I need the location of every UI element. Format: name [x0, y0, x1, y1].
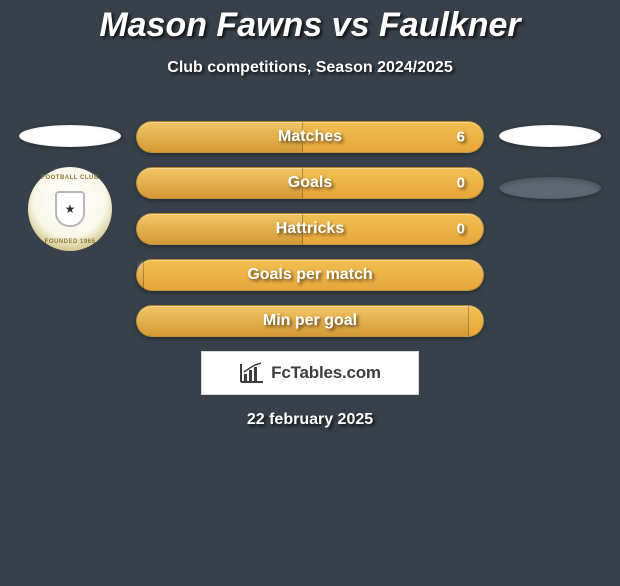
- page-subtitle: Club competitions, Season 2024/2025: [0, 59, 620, 77]
- stat-label: Hattricks: [276, 220, 344, 238]
- brand-name: FcTables.com: [271, 363, 381, 383]
- club-badge: FOOTBALL CLUB ★ FOUNDED 1965: [28, 167, 112, 251]
- right-player-ellipse: [499, 125, 601, 147]
- stat-bar-hattricks: Hattricks 0: [136, 213, 484, 245]
- left-player-column: FOOTBALL CLUB ★ FOUNDED 1965: [10, 121, 130, 251]
- stat-label: Goals: [288, 174, 332, 192]
- stat-value: 0: [457, 175, 465, 192]
- badge-shield: ★: [55, 191, 85, 227]
- stat-label: Goals per match: [247, 266, 372, 284]
- date-label: 22 february 2025: [136, 411, 484, 429]
- stat-label: Min per goal: [263, 312, 357, 330]
- left-player-ellipse: [19, 125, 121, 147]
- stat-bar-matches: Matches 6: [136, 121, 484, 153]
- star-icon: ★: [65, 202, 76, 216]
- stat-overlay: [137, 260, 144, 290]
- comparison-row: FOOTBALL CLUB ★ FOUNDED 1965 Matches 6 G…: [0, 121, 620, 429]
- stat-bar-goals-per-match: Goals per match: [136, 259, 484, 291]
- page-title: Mason Fawns vs Faulkner: [0, 6, 620, 45]
- brand-box[interactable]: FcTables.com: [201, 351, 419, 395]
- stat-overlay: [137, 168, 303, 198]
- stat-value: 6: [457, 129, 465, 146]
- stat-bar-min-per-goal: Min per goal: [136, 305, 484, 337]
- stat-value: 0: [457, 221, 465, 238]
- badge-text-top: FOOTBALL CLUB: [36, 175, 103, 181]
- badge-text-bottom: FOUNDED 1965: [36, 239, 103, 245]
- bar-chart-icon: [239, 362, 265, 384]
- stats-column: Matches 6 Goals 0 Hattricks 0 Goals per …: [136, 121, 484, 429]
- stat-bar-goals: Goals 0: [136, 167, 484, 199]
- right-player-shadow: [499, 177, 601, 199]
- right-player-column: [490, 121, 610, 199]
- stat-label: Matches: [278, 128, 342, 146]
